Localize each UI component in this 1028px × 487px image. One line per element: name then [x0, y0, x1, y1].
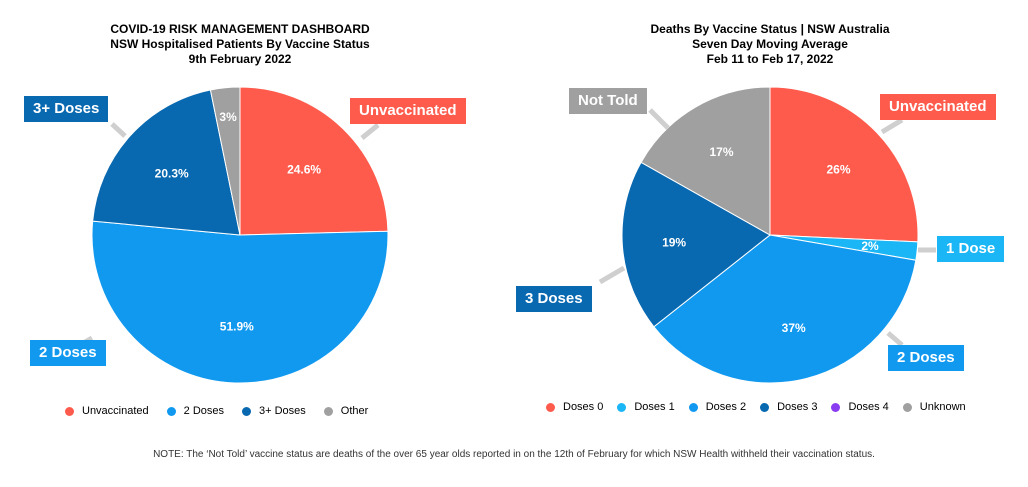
chart1-subtitle-line: NSW Hospitalised Patients By Vaccine Sta…	[110, 37, 370, 51]
legend-swatch	[323, 406, 333, 416]
data-label: 19%	[662, 236, 686, 250]
legend-item: 2 Doses	[166, 405, 225, 417]
legend-label: Doses 1	[634, 401, 675, 413]
callout-leader-line	[360, 123, 380, 140]
legend-item: Doses 2	[688, 401, 747, 413]
callout-leader-line	[110, 122, 127, 138]
chart2-subtitle-line: Seven Day Moving Average	[692, 37, 848, 51]
callout-not-told: Not Told	[569, 88, 647, 114]
legend-swatch	[688, 402, 698, 412]
legend-item: 3+ Doses	[242, 405, 306, 417]
data-label: 51.9%	[220, 320, 254, 334]
legend-item: Doses 3	[760, 401, 817, 413]
pie-slice-unknown	[640, 86, 771, 236]
legend-swatch	[546, 402, 555, 412]
legend-label: 2 Doses	[183, 405, 225, 417]
callout-leader-line	[598, 265, 626, 285]
legend-label: Unvaccinated	[82, 405, 149, 417]
pie-slice-2-doses	[91, 220, 389, 384]
legend-label: Doses 4	[848, 401, 889, 413]
legend-swatch	[65, 406, 74, 416]
legend-item: Doses 4	[831, 401, 889, 413]
callout-3-doses: 3 Doses	[516, 286, 592, 312]
chart2-title-line: Deaths By Vaccine Status | NSW Australia	[650, 22, 890, 36]
legend-label: Other	[340, 405, 369, 417]
legend-item: Doses 0	[546, 401, 603, 413]
chart2-title: Deaths By Vaccine Status | NSW Australia…	[570, 22, 970, 67]
legend-swatch	[831, 402, 841, 412]
pie-slice-doses-0	[769, 86, 919, 243]
data-label: 2%	[861, 239, 879, 253]
legend-swatch	[166, 406, 176, 416]
data-label: 20.3%	[155, 167, 189, 181]
callout-leader-line	[648, 108, 670, 130]
legend-item: Unvaccinated	[65, 405, 149, 417]
pie-slice-3-doses	[92, 89, 241, 236]
footnote: NOTE: The ‘Not Told’ vaccine status are …	[153, 449, 875, 460]
legend-label: Doses 2	[705, 401, 747, 413]
legend-item: Doses 1	[617, 401, 675, 413]
pie-slice-unvaccinated	[239, 86, 389, 236]
callout-1-dose: 1 Dose	[937, 236, 1005, 262]
data-label: 24.6%	[287, 162, 321, 176]
callout-leader-line	[880, 117, 904, 135]
legend-swatch	[760, 402, 770, 412]
data-label: 3%	[219, 110, 237, 124]
legend-label: Doses 0	[563, 401, 604, 413]
callout-leader-line	[886, 331, 904, 347]
data-label: 37%	[782, 321, 806, 335]
legend-swatch	[242, 406, 252, 416]
callout-unvaccinated: Unvaccinated	[880, 94, 996, 120]
data-label: 26%	[826, 163, 850, 177]
chart1-title-line: COVID-19 RISK MANAGEMENT DASHBOARD	[110, 22, 370, 36]
pie-slice-doses-3	[621, 161, 771, 328]
pie-slice-other	[209, 86, 241, 236]
legend-label: Unknown	[919, 401, 966, 413]
legend-item: Unknown	[902, 401, 966, 413]
chart1-date-line: 9th February 2022	[188, 52, 292, 66]
chart2-date-line: Feb 11 to Feb 17, 2022	[706, 52, 834, 66]
callout-unvaccinated: Unvaccinated	[350, 98, 466, 124]
chart1-legend: Unvaccinated 2 Doses 3+ Doses Other	[65, 405, 386, 417]
pie-slice-doses-2	[653, 234, 917, 384]
data-label: 17%	[709, 145, 733, 159]
chart1-title: COVID-19 RISK MANAGEMENT DASHBOARD NSW H…	[40, 22, 440, 67]
callout-2-doses: 2 Doses	[888, 345, 964, 371]
callout-2-doses: 2 Doses	[30, 340, 106, 366]
callout-3-doses: 3+ Doses	[24, 96, 109, 122]
legend-label: Doses 3	[777, 401, 818, 413]
legend-item: Other	[323, 405, 369, 417]
legend-swatch	[902, 402, 912, 412]
legend-swatch	[617, 402, 627, 412]
legend-label: 3+ Doses	[259, 405, 306, 417]
chart2-legend: Doses 0 Doses 1 Doses 2 Doses 3 Doses 4 Unkno…	[546, 401, 980, 413]
